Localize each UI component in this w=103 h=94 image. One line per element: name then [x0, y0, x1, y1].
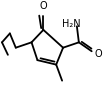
- Text: O: O: [95, 49, 102, 59]
- Text: H₂N: H₂N: [62, 19, 80, 29]
- Text: O: O: [40, 1, 47, 11]
